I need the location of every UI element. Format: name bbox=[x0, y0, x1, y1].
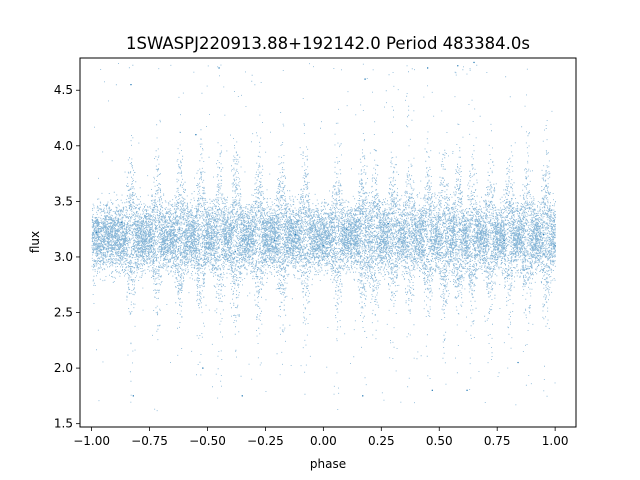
scatter-point bbox=[273, 239, 276, 241]
x-tick-label: 0.50 bbox=[426, 434, 453, 448]
scatter-point bbox=[294, 234, 297, 236]
scatter-point bbox=[95, 231, 97, 234]
x-tick-label: 0.00 bbox=[310, 434, 337, 448]
scatter-point bbox=[503, 239, 505, 241]
x-tick-label: 0.25 bbox=[368, 434, 395, 448]
scatter-point bbox=[322, 245, 325, 247]
scatter-point bbox=[234, 250, 236, 253]
scatter-point bbox=[457, 65, 459, 67]
x-tick-label: −1.00 bbox=[73, 434, 110, 448]
y-tick-label: 4.0 bbox=[54, 139, 73, 153]
scatter-point bbox=[431, 389, 433, 392]
y-axis-label: flux bbox=[28, 231, 42, 253]
y-axis-ticks: 1.5 2.0 2.5 3.0 3.5 4.0 4.5 bbox=[54, 83, 80, 431]
x-axis-label: phase bbox=[310, 457, 346, 471]
x-tick-label: −0.50 bbox=[189, 434, 226, 448]
scatter-point bbox=[364, 78, 366, 80]
x-tick-label: −0.25 bbox=[247, 434, 284, 448]
plot-frame bbox=[79, 57, 577, 428]
scatter-point bbox=[178, 228, 181, 230]
scatter-point-cloud bbox=[91, 63, 556, 412]
scatter-point bbox=[151, 245, 153, 247]
x-tick-label: −0.75 bbox=[131, 434, 168, 448]
x-tick-label: 1.00 bbox=[542, 434, 569, 448]
scatter-point bbox=[387, 222, 389, 225]
y-tick-label: 3.0 bbox=[54, 250, 73, 264]
scatter-point bbox=[554, 245, 556, 247]
x-axis-ticks: −1.00 −0.75 −0.50 −0.25 0.00 0.25 0.50 0.75 1.00 bbox=[73, 427, 568, 448]
scatter-point bbox=[517, 361, 519, 364]
scatter-point bbox=[241, 395, 243, 397]
scatter-point bbox=[466, 389, 468, 392]
y-tick-label: 3.5 bbox=[54, 194, 73, 208]
scatter-point bbox=[362, 395, 364, 397]
scatter-points bbox=[91, 61, 556, 412]
scatter-point bbox=[542, 234, 545, 236]
scatter-point bbox=[473, 61, 475, 64]
chart-title: 1SWASPJ220913.88+192142.0 Period 483384.… bbox=[126, 34, 530, 53]
scatter-point bbox=[426, 67, 429, 69]
y-tick-label: 1.5 bbox=[54, 417, 73, 431]
scatter-point bbox=[345, 228, 348, 230]
x-tick-label: 0.75 bbox=[484, 434, 511, 448]
scatter-point bbox=[121, 221, 123, 224]
scatter-point bbox=[132, 395, 135, 397]
y-tick-label: 4.5 bbox=[54, 83, 73, 97]
scatter-point bbox=[195, 133, 197, 136]
y-tick-label: 2.5 bbox=[54, 306, 73, 320]
scatter-point bbox=[130, 83, 132, 86]
scatter-point bbox=[218, 67, 220, 69]
y-tick-label: 2.0 bbox=[54, 361, 73, 375]
scatter-point bbox=[202, 367, 204, 369]
